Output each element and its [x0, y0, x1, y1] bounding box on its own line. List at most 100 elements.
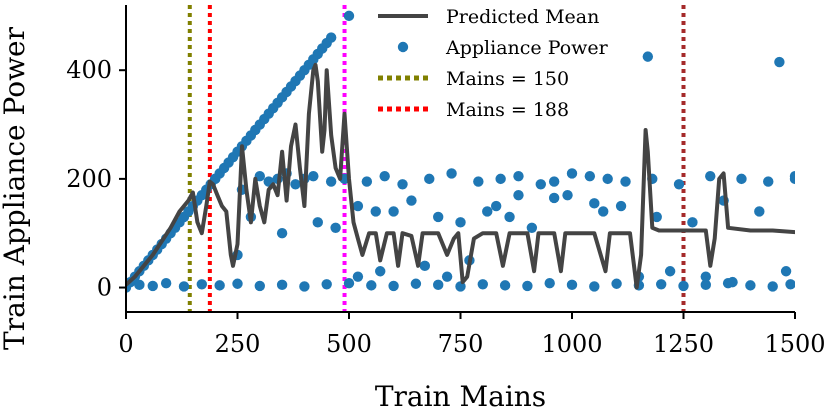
scatter-point: [615, 200, 627, 212]
scatter-point: [325, 32, 337, 43]
scatter-point: [513, 170, 524, 182]
scatter-point: [196, 279, 208, 290]
legend-entry: Predicted Mean: [378, 6, 599, 28]
scatter-point: [482, 206, 493, 217]
scatter-point: [548, 176, 560, 187]
x-tick-label: 1250: [653, 330, 714, 358]
scatter-point: [325, 176, 337, 187]
y-tick-label: 200: [66, 165, 112, 193]
scatter-point: [490, 200, 502, 212]
x-tick-label: 750: [438, 330, 484, 358]
scatter-point: [477, 279, 488, 290]
scatter-point: [584, 170, 596, 182]
scatter-point: [598, 206, 609, 217]
scatter-point: [433, 211, 444, 223]
scatter-point: [410, 278, 422, 289]
scatter-point: [687, 217, 698, 228]
scatter-point: [620, 176, 631, 187]
legend-entry: Mains = 150: [378, 68, 569, 90]
scatter-point: [406, 195, 417, 206]
scatter-point: [330, 222, 341, 233]
scatter-point: [321, 279, 332, 290]
scatter-point: [388, 280, 399, 292]
scatter-point: [522, 280, 533, 292]
scatter-point: [651, 211, 662, 223]
legend-label: Predicted Mean: [446, 6, 599, 28]
scatter-point: [602, 173, 613, 185]
scatter-point: [343, 278, 355, 289]
x-tick-label: 0: [118, 330, 133, 358]
scatter-point: [642, 51, 654, 62]
scatter-point: [705, 170, 716, 182]
scatter-point: [312, 217, 323, 228]
scatter-point: [214, 280, 225, 291]
scatter-point: [736, 173, 747, 185]
scatter-point: [446, 168, 457, 179]
scatter-point: [160, 278, 172, 289]
scatter-point: [397, 179, 408, 190]
scatter-point: [656, 279, 667, 290]
scatter-point: [566, 168, 578, 179]
x-tick-label: 1000: [541, 330, 602, 358]
scatter-point: [424, 173, 435, 185]
scatter-point: [455, 217, 466, 228]
scatter-point: [352, 200, 364, 212]
scatter-point: [419, 260, 431, 272]
x-tick-label: 250: [215, 330, 261, 358]
scatter-point: [544, 278, 555, 289]
scatter-point: [664, 266, 676, 277]
scatter-point: [388, 206, 399, 217]
scatter-point: [232, 278, 243, 289]
x-axis-title: Train Mains: [375, 380, 546, 413]
scatter-point: [763, 176, 774, 187]
scatter-point: [785, 279, 795, 290]
scatter-point: [147, 280, 158, 292]
scatter-point: [745, 280, 756, 291]
scatter-point: [513, 189, 524, 201]
scatter-point: [789, 173, 795, 185]
scatter-point: [473, 176, 484, 187]
scatter-point: [589, 281, 600, 292]
scatter-point: [276, 228, 288, 239]
scatter-point: [673, 179, 685, 190]
scatter-point: [504, 211, 515, 223]
scatter-point: [754, 206, 765, 217]
scatter-point: [526, 222, 538, 233]
legend-label: Appliance Power: [445, 37, 609, 59]
scatter-point: [370, 206, 381, 217]
scatter-point: [700, 279, 711, 291]
scatter-point: [441, 271, 453, 282]
scatter-point: [276, 279, 288, 291]
scatter-point: [308, 170, 319, 182]
legend: Predicted Mean Appliance Power Mains = 150…: [378, 6, 609, 121]
scatter-point: [535, 179, 546, 190]
scatter-point: [352, 271, 364, 282]
scatter-point: [361, 176, 373, 187]
scatter-point: [366, 280, 377, 291]
scatter-point: [495, 173, 506, 185]
scatter-point: [178, 281, 190, 292]
legend-label: Mains = 188: [446, 99, 569, 121]
legend-entry: Mains = 188: [378, 99, 569, 121]
x-tick-label: 1500: [764, 330, 825, 358]
scatter-point: [290, 179, 301, 190]
scatter-point: [611, 278, 622, 289]
predicted-mean-line: [126, 62, 795, 290]
axes: 0 250 500 750 1000 1250 1500 0 200 400 Train Mains…: [0, 5, 826, 413]
plot-marks: [126, 5, 795, 312]
scatter-point: [774, 56, 785, 68]
scatter-point: [780, 266, 792, 277]
scatter-point: [548, 192, 560, 204]
scatter-point: [433, 279, 444, 291]
scatter-point: [700, 271, 711, 282]
legend-entry: Appliance Power: [397, 37, 609, 59]
x-tick-label: 500: [326, 330, 372, 358]
scatter-point: [134, 279, 145, 291]
scatter-point: [343, 10, 355, 22]
scatter-point: [767, 281, 778, 292]
legend-label: Mains = 150: [446, 68, 569, 90]
y-tick-label: 0: [97, 274, 112, 302]
scatter-point: [589, 198, 600, 209]
legend-swatch-point: [397, 41, 409, 53]
